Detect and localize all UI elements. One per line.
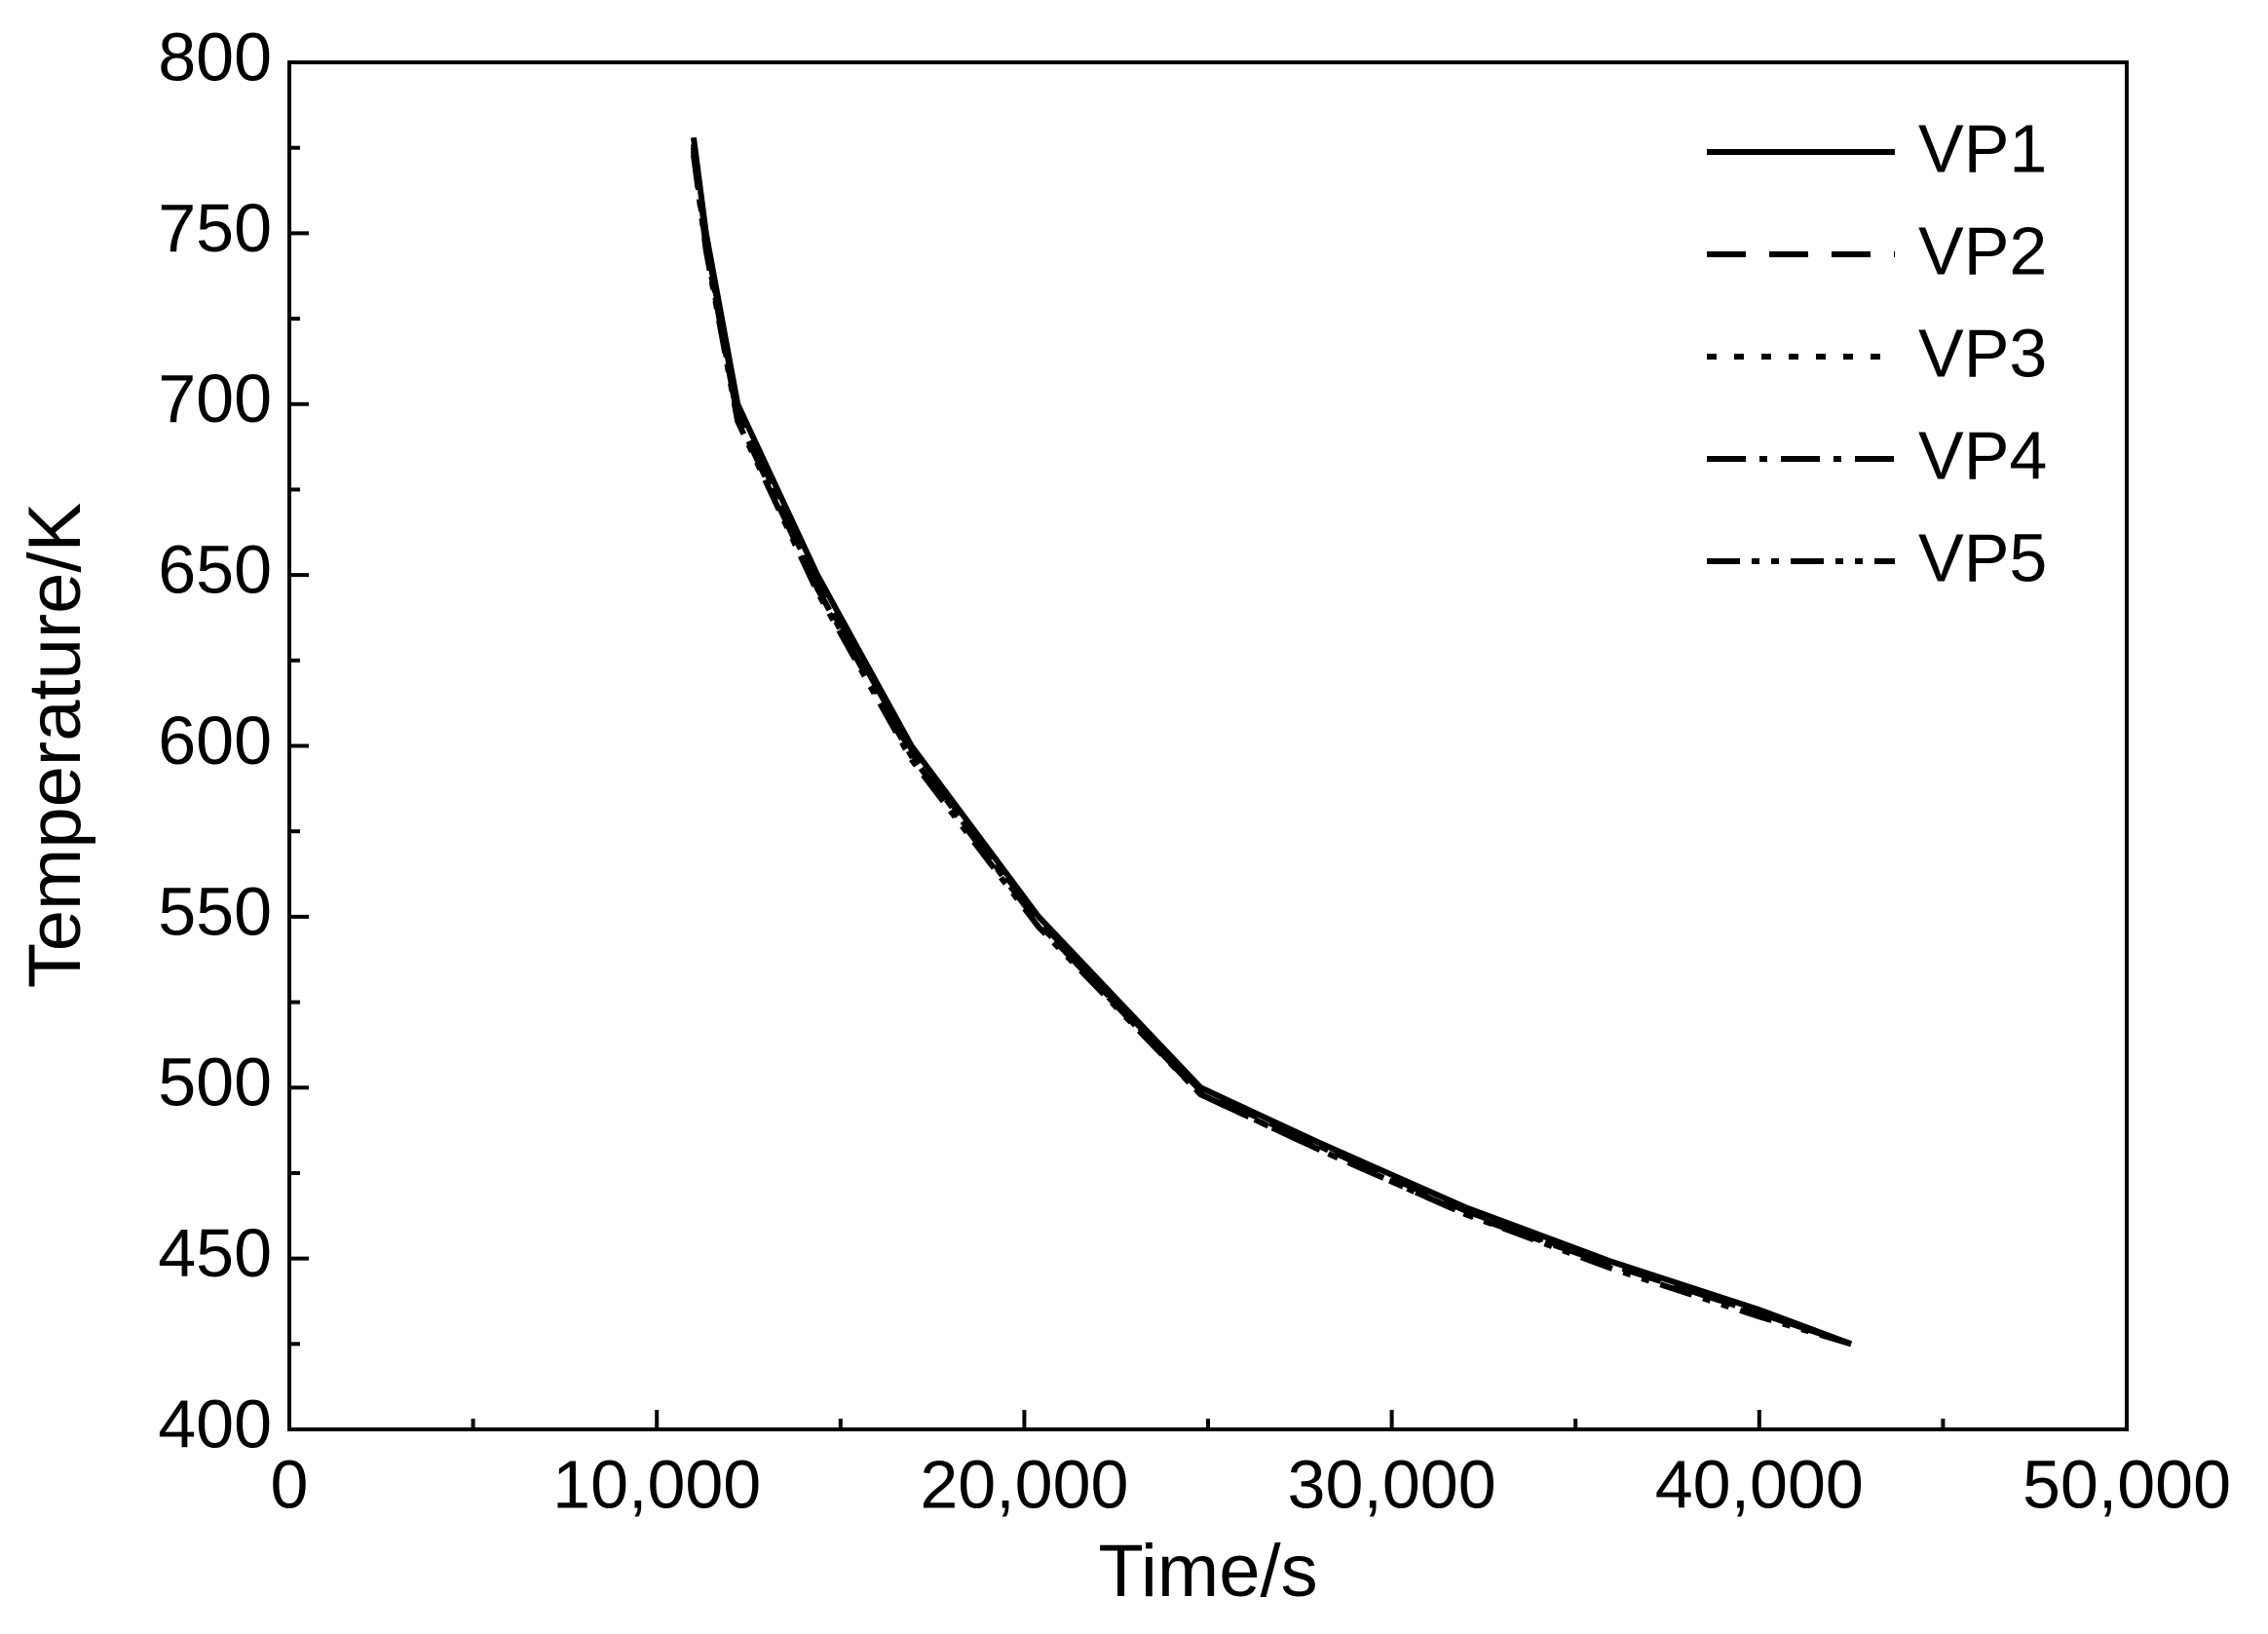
x-axis-label: Time/s <box>1098 1530 1317 1613</box>
series-line <box>690 136 1853 1348</box>
legend-label: VP1 <box>1918 110 2047 186</box>
series-line <box>690 147 1853 1348</box>
legend-label: VP3 <box>1918 315 2047 391</box>
legend-label: VP2 <box>1918 212 2047 288</box>
y-tick-label: 550 <box>158 873 272 949</box>
y-tick-label: 800 <box>158 19 272 95</box>
y-tick-label: 750 <box>158 190 272 266</box>
x-tick-label: 10,000 <box>552 1446 761 1522</box>
y-tick-label: 450 <box>158 1215 272 1291</box>
series-line <box>690 154 1852 1348</box>
series-line <box>690 143 1853 1348</box>
y-tick-label: 600 <box>158 703 272 779</box>
y-tick-label: 700 <box>158 361 272 437</box>
x-tick-label: 20,000 <box>920 1446 1128 1522</box>
x-tick-label: 40,000 <box>1655 1446 1864 1522</box>
x-tick-label: 0 <box>271 1446 309 1522</box>
series-line <box>690 150 1853 1348</box>
x-tick-label: 30,000 <box>1288 1446 1496 1522</box>
plot-frame <box>287 60 2129 1431</box>
y-axis-label: Temperature/K <box>14 503 96 988</box>
x-tick-label: 50,000 <box>2022 1446 2231 1522</box>
legend-label: VP4 <box>1918 417 2047 493</box>
legend-label: VP5 <box>1918 519 2047 595</box>
y-tick-label: 400 <box>158 1386 272 1462</box>
y-tick-label: 650 <box>158 532 272 608</box>
y-tick-label: 500 <box>158 1045 272 1121</box>
